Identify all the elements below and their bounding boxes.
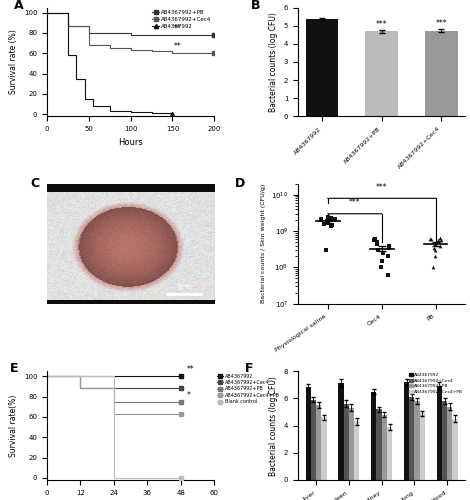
- Text: E: E: [10, 362, 19, 376]
- Text: **: **: [174, 24, 182, 33]
- Point: [427, 235, 435, 243]
- Point: [426, 235, 433, 243]
- Point: [323, 217, 330, 225]
- Bar: [442, 401, 447, 480]
- Point: [377, 264, 384, 272]
- Point: [329, 220, 336, 228]
- Y-axis label: Bacterial counts / Skin weight (CFU/g): Bacterial counts / Skin weight (CFU/g): [261, 184, 266, 304]
- Point: [431, 246, 439, 254]
- Text: F: F: [244, 362, 253, 376]
- Point: [384, 272, 392, 280]
- Point: [432, 238, 440, 246]
- Point: [328, 214, 335, 222]
- Bar: [316, 405, 321, 480]
- Point: [375, 246, 382, 254]
- Text: D: D: [235, 176, 245, 190]
- Point: [324, 218, 331, 226]
- Text: B: B: [251, 0, 261, 12]
- Text: 1cm: 1cm: [176, 284, 191, 290]
- Text: **: **: [187, 365, 194, 374]
- Text: ***: ***: [349, 198, 360, 207]
- Point: [431, 252, 439, 260]
- Text: ***: ***: [436, 19, 447, 28]
- Point: [432, 240, 439, 248]
- Point: [370, 236, 378, 244]
- Bar: [415, 401, 420, 480]
- Point: [332, 216, 339, 224]
- Text: ***: ***: [376, 20, 387, 28]
- Point: [437, 236, 445, 244]
- Y-axis label: Survival rate (%): Survival rate (%): [9, 30, 18, 94]
- Bar: [311, 400, 316, 480]
- Point: [435, 236, 442, 244]
- Bar: [354, 422, 360, 480]
- Point: [379, 249, 387, 257]
- Legend: AB4367992+PB, AB4367992+Cec4, AB4367992: AB4367992+PB, AB4367992+Cec4, AB4367992: [152, 10, 212, 29]
- Point: [322, 246, 329, 254]
- Text: A: A: [14, 0, 23, 12]
- Point: [317, 216, 325, 224]
- Bar: [344, 404, 349, 480]
- Point: [373, 238, 381, 246]
- Point: [324, 214, 331, 222]
- Point: [329, 216, 337, 224]
- Legend: AB4367992, AB4367992+Cec4, AB4367992+PB, AB4367992+Cec4+PB, Blank control: AB4367992, AB4367992+Cec4, AB4367992+PB,…: [217, 374, 280, 404]
- Text: C: C: [30, 176, 39, 190]
- Bar: [306, 388, 311, 480]
- Bar: [453, 419, 458, 480]
- Bar: [365, 32, 398, 116]
- Point: [371, 235, 378, 243]
- Bar: [387, 427, 392, 480]
- Point: [436, 234, 444, 242]
- Bar: [382, 414, 387, 480]
- Legend: AB4367992, AB4367992+Cec4, AB4367992+PB, AB4367992+Cec4+PB: AB4367992, AB4367992+Cec4, AB4367992+PB,…: [409, 374, 463, 394]
- Point: [430, 264, 437, 272]
- Point: [320, 220, 328, 228]
- Y-axis label: Bacterial counts (log CFU): Bacterial counts (log CFU): [269, 12, 278, 112]
- Text: *: *: [187, 390, 190, 400]
- Text: ***: ***: [376, 183, 387, 192]
- Bar: [404, 382, 409, 480]
- Point: [324, 212, 332, 220]
- Y-axis label: Bacterial counts (log CFU): Bacterial counts (log CFU): [269, 376, 278, 476]
- Point: [430, 244, 437, 252]
- Point: [385, 244, 393, 252]
- Bar: [425, 30, 458, 116]
- Point: [436, 242, 443, 250]
- Y-axis label: Survival rate(%): Survival rate(%): [9, 394, 18, 457]
- Point: [327, 222, 334, 230]
- Bar: [409, 397, 415, 480]
- Bar: [349, 408, 354, 480]
- Point: [317, 214, 324, 222]
- Point: [384, 252, 392, 260]
- Bar: [338, 384, 344, 480]
- Point: [385, 242, 392, 250]
- Point: [374, 240, 381, 248]
- X-axis label: Hours: Hours: [118, 138, 143, 146]
- Bar: [371, 392, 376, 480]
- Point: [379, 257, 386, 265]
- Bar: [321, 418, 327, 480]
- Bar: [376, 409, 382, 480]
- Text: **: **: [174, 42, 182, 51]
- Bar: [447, 406, 453, 480]
- Bar: [437, 386, 442, 480]
- Bar: [420, 414, 425, 480]
- Bar: [306, 20, 338, 116]
